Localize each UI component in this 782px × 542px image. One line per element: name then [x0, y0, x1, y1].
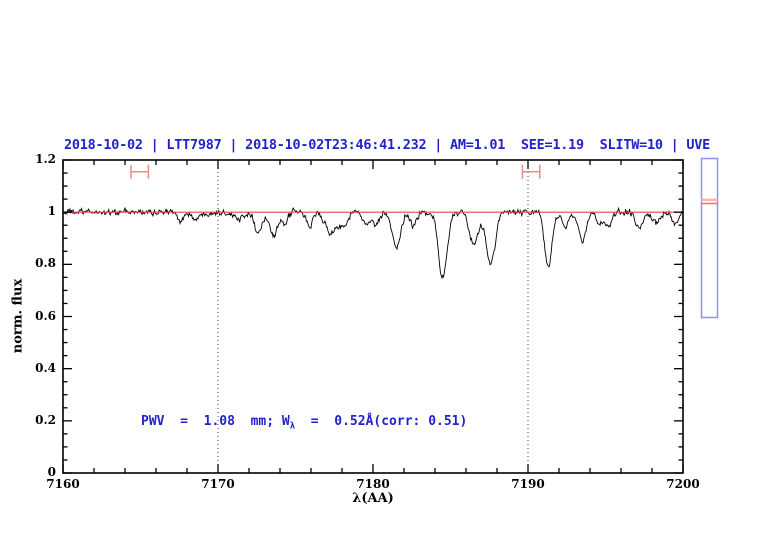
- spectrum-trace: [62, 206, 684, 280]
- x-tick-label: 7160: [46, 477, 80, 491]
- pwv-annotation-prefix: PWV = 1.08 mm; W: [141, 414, 290, 429]
- y-tick-label: 1: [47, 204, 56, 219]
- y-tick-label: 0.8: [35, 256, 56, 271]
- pwv-annotation-suffix: = 0.52Å(corr: 0.51): [295, 414, 468, 429]
- y-tick-label: 0: [47, 465, 56, 479]
- pwv-annotation: PWV = 1.08 mm; Wλ = 0.52Å(corr: 0.51): [141, 414, 468, 432]
- plot-title: 2018-10-02 | LTT7987 | 2018-10-02T23:46:…: [64, 137, 710, 153]
- y-tick-label: 0.6: [35, 308, 56, 323]
- pwv-annotation-subscript: λ: [289, 421, 296, 432]
- x-tick-label: 7180: [356, 477, 390, 491]
- x-tick-label: 7190: [511, 477, 545, 491]
- y-tick-label: 1.2: [35, 152, 56, 166]
- side-panel: [700, 157, 719, 319]
- x-tick-label: 7170: [201, 477, 235, 491]
- y-tick-label: 0.4: [35, 360, 56, 375]
- x-axis-label: λ(AA): [352, 491, 394, 506]
- y-tick-label: 0.2: [35, 412, 56, 427]
- x-tick-label: 7200: [666, 477, 700, 491]
